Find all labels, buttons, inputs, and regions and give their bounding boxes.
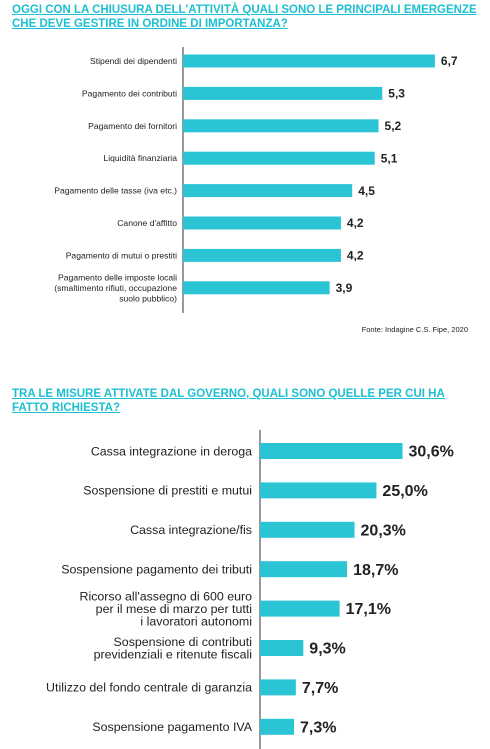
chart1-plot: 6,7 Stipendi dei dipendenti 5,3 Pagamento d… <box>54 47 458 313</box>
chart1-bar-2 <box>183 86 383 100</box>
chart1-value-label-2: 5,3 <box>388 87 405 101</box>
chart2-value-label-3: 20,3% <box>361 522 406 539</box>
chart1-category-label-3: Pagamento dei fornitori <box>88 121 177 131</box>
chart2-category-label-3: Cassa integrazione/fis <box>130 523 252 537</box>
chart2-bar-3 <box>260 521 355 538</box>
chart1-bar-1 <box>183 54 435 68</box>
chart1-category-label-8: Pagamento delle imposte locali <box>58 272 177 282</box>
source-note: Fonte: Indagine C.S. Fipe, 2020 <box>361 325 468 334</box>
chart2-bar-7 <box>260 679 296 696</box>
chart2-title: TRA LE MISURE ATTIVATE DAL GOVERNO, QUAL… <box>12 388 445 414</box>
chart2-bar-2 <box>260 482 377 499</box>
chart1-category-label-4: Liquidità finanziaria <box>103 153 177 163</box>
chart1-category-label-5: Pagamento delle tasse (iva etc.) <box>54 186 177 196</box>
chart2-bar-6 <box>260 640 304 656</box>
chart1-bar-7 <box>183 248 341 262</box>
chart1-value-label-5: 4,5 <box>358 184 375 198</box>
chart1-bar-5 <box>183 184 353 198</box>
chart2-value-label-1: 30,6% <box>409 444 454 461</box>
chart1-category-label-8: suolo pubblico) <box>119 293 177 303</box>
chart2-value-label-6: 9,3% <box>309 641 345 658</box>
chart2-bar-5 <box>260 600 340 617</box>
chart2-value-label-4: 18,7% <box>353 562 398 579</box>
chart1-bar-3 <box>183 119 379 133</box>
chart2-bar-8 <box>260 718 294 735</box>
chart2-category-label-8: Sospensione pagamento IVA <box>92 720 252 734</box>
chart1-value-label-7: 4,2 <box>347 249 364 263</box>
chart2-category-label-1: Cassa integrazione in deroga <box>91 444 252 458</box>
chart2-category-label-6: Sospensione di contributi <box>114 635 252 649</box>
chart2-category-label-7: Utilizzo del fondo centrale di garanzia <box>46 681 252 695</box>
chart1-bar-6 <box>183 216 341 230</box>
chart2-value-label-7: 7,7% <box>302 680 338 697</box>
chart1-value-label-1: 6,7 <box>441 54 458 68</box>
chart2-category-label-2: Sospensione di prestiti e mutui <box>83 484 252 498</box>
chart1-bar-8 <box>183 281 330 295</box>
chart1-category-label-1: Stipendi dei dipendenti <box>90 56 177 66</box>
chart2-category-label-5: Ricorso all'assegno di 600 euro <box>80 589 253 603</box>
chart2-bar-4 <box>260 561 348 578</box>
chart2-value-label-5: 17,1% <box>346 601 391 618</box>
chart2-category-label-5: i lavoratori autonomi <box>140 614 252 628</box>
chart1-value-label-3: 5,2 <box>385 119 402 133</box>
chart1-value-label-4: 5,1 <box>381 151 398 165</box>
chart1-category-label-6: Canone d'affitto <box>117 218 177 228</box>
chart2-category-label-4: Sospensione pagamento dei tributi <box>61 563 252 577</box>
chart2-category-label-6: previdenziali e ritenute fiscali <box>94 648 252 662</box>
chart1-title: OGGI CON LA CHIUSURA DELL'ATTIVITÀ QUALI… <box>12 4 477 30</box>
chart2-bar-1 <box>260 443 403 459</box>
chart2-value-label-8: 7,3% <box>300 719 336 736</box>
chart1-category-label-8: (smaltimento rifiuti, occupazione <box>54 283 177 293</box>
chart1-category-label-2: Pagamento dei contributi <box>82 88 177 98</box>
chart2-category-label-5: per il mese di marzo per tutti <box>96 602 252 616</box>
chart1-value-label-8: 3,9 <box>336 281 353 295</box>
chart1-value-label-6: 4,2 <box>347 216 364 230</box>
chart2-value-label-2: 25,0% <box>382 483 427 500</box>
chart1-bar-4 <box>183 151 375 165</box>
chart1-category-label-7: Pagamento di mutui o prestiti <box>66 250 177 260</box>
